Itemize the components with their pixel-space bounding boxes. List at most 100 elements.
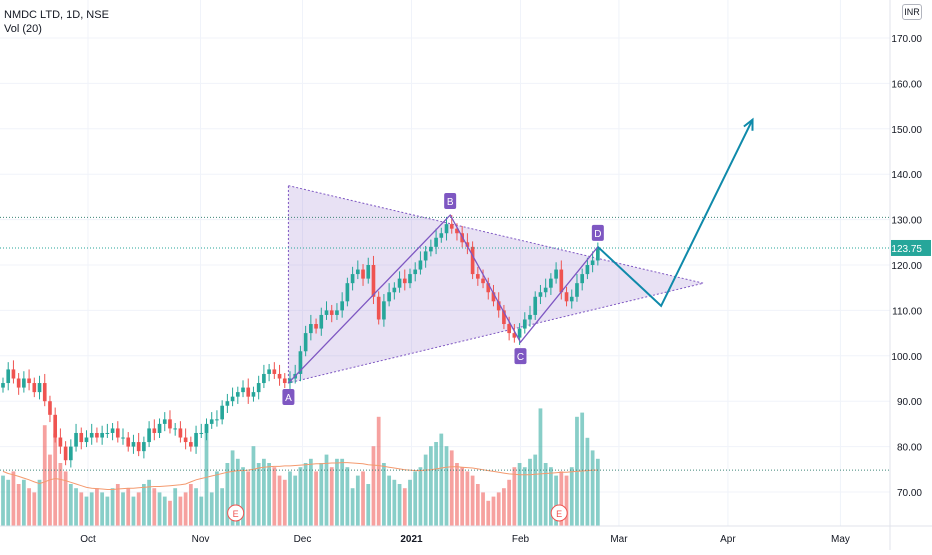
volume-bar <box>470 475 475 526</box>
candle-body <box>580 274 585 284</box>
currency-badge[interactable]: INR <box>902 4 922 20</box>
time-tick-label: Dec <box>294 534 312 545</box>
volume-bar <box>340 458 345 526</box>
volume-bar <box>235 458 240 526</box>
volume-bar <box>308 458 313 526</box>
point-label-text: D <box>594 229 601 240</box>
candle-body <box>110 428 115 433</box>
volume-bar <box>89 492 94 526</box>
volume-bar <box>528 458 532 526</box>
volume-bar <box>42 425 47 526</box>
volume-bar <box>282 479 287 526</box>
volume-bars <box>1 408 600 526</box>
volume-indicator-label[interactable]: Vol (20) <box>4 23 42 35</box>
candle-body <box>131 442 136 447</box>
volume-bar <box>277 475 282 526</box>
candle-body <box>32 383 37 393</box>
volume-bar <box>371 446 376 526</box>
volume-bar <box>486 500 491 526</box>
volume-bar <box>428 446 433 526</box>
volume-bar <box>496 492 501 526</box>
point-label-c: C <box>514 348 527 365</box>
candle-body <box>491 292 496 302</box>
point-label-d: D <box>591 224 604 241</box>
price-tick-label: 90.00 <box>897 397 922 408</box>
volume-bar <box>554 475 558 526</box>
grid <box>0 0 890 526</box>
price-tick-label: 120.00 <box>891 261 922 272</box>
volume-bar <box>115 484 120 526</box>
volume-bar <box>95 488 99 526</box>
candle-body <box>178 428 183 438</box>
candle-body <box>189 442 193 447</box>
candle-body <box>538 292 543 297</box>
volume-bar <box>387 475 392 526</box>
price-tick-label: 140.00 <box>891 170 922 181</box>
time-axis: Oct Nov Dec 2021 Feb Mar Apr May <box>0 525 932 545</box>
candle-body <box>136 442 141 452</box>
volume-bar <box>335 458 339 526</box>
point-label-badge <box>444 193 457 210</box>
symbol-title[interactable]: NMDC LTD, 1D, NSE <box>4 9 109 21</box>
volume-bar <box>361 471 365 526</box>
volume-ma-line <box>2 462 598 490</box>
volume-bar <box>460 467 465 526</box>
candle-body <box>235 392 240 397</box>
candle-body <box>554 269 558 279</box>
volume-bar <box>272 467 277 526</box>
candle-body <box>89 432 94 438</box>
candle-body <box>481 278 485 284</box>
point-label-a: A <box>282 389 295 406</box>
candle-body <box>84 437 89 443</box>
candle-body <box>121 437 125 439</box>
candle-body <box>183 437 188 443</box>
pattern-labels: A B C D <box>282 193 604 406</box>
volume-bar <box>142 484 146 526</box>
candle-body <box>340 301 344 311</box>
candle-body <box>215 419 219 421</box>
volume-bar <box>246 471 251 526</box>
volume-bar <box>355 475 360 526</box>
candle-body <box>256 383 261 393</box>
candle-body <box>298 351 303 374</box>
candle-body <box>517 328 522 338</box>
volume-bar <box>136 492 141 526</box>
candle-body <box>220 405 224 420</box>
volume-bar <box>402 488 407 526</box>
volume-bar <box>1 475 5 526</box>
candle-body <box>16 378 21 388</box>
point-label-badge <box>514 348 527 365</box>
candle-body <box>596 247 600 261</box>
chart-legend: NMDC LTD, 1D, NSE Vol (20) <box>4 8 109 36</box>
candle-body <box>319 314 324 329</box>
volume-bar <box>225 463 230 526</box>
candle-body <box>429 246 433 252</box>
candle-body <box>476 274 480 279</box>
candle-body <box>147 428 151 443</box>
candle-body <box>376 296 381 320</box>
volume-bar <box>376 416 381 526</box>
candle-body <box>371 265 376 297</box>
triangle-shape <box>287 184 704 384</box>
candle-body <box>63 446 68 461</box>
volume-bar <box>27 488 31 526</box>
candle-body <box>335 310 339 315</box>
volume-bar <box>183 492 188 526</box>
candle-body <box>575 283 579 297</box>
candle-body <box>115 428 120 438</box>
volume-bar <box>392 479 397 526</box>
volume-bar <box>564 475 569 526</box>
point-label-b: B <box>444 193 457 210</box>
volume-bar <box>53 433 58 526</box>
candle-body <box>402 278 407 284</box>
volume-bar <box>324 454 329 526</box>
candle-body <box>355 269 360 275</box>
volume-bar <box>350 488 355 526</box>
candle-body <box>11 369 16 379</box>
time-tick-label: Feb <box>512 534 530 545</box>
volume-bar <box>147 479 151 526</box>
earnings-text: E <box>556 509 562 519</box>
price-tick-label: 150.00 <box>891 125 922 136</box>
